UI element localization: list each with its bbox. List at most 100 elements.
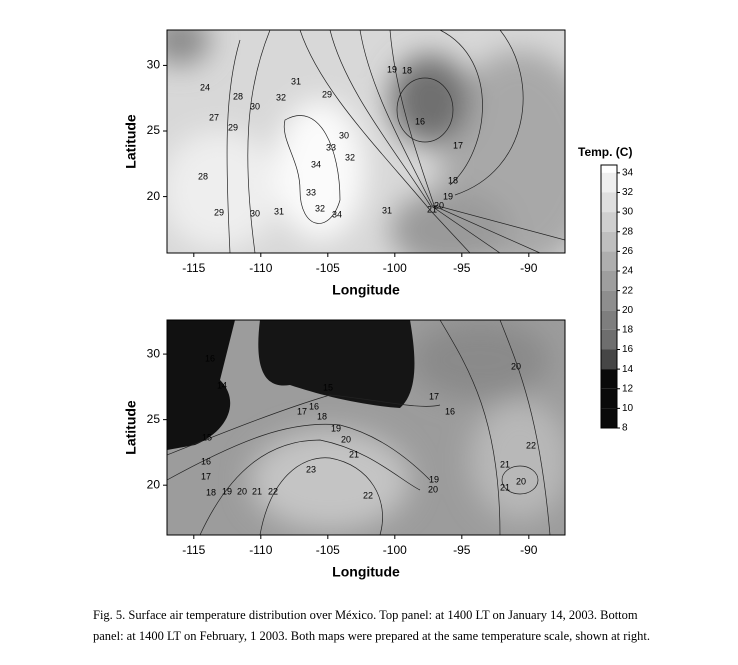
colorbar-band bbox=[601, 251, 617, 271]
y-tick-label: 30 bbox=[147, 346, 161, 360]
x-tick-label: -105 bbox=[316, 543, 340, 557]
x-tick-label: -100 bbox=[383, 543, 407, 557]
contour-label: 16 bbox=[201, 456, 211, 466]
bottom-map-frame bbox=[166, 319, 566, 536]
colorbar-tick-label: 26 bbox=[622, 246, 634, 257]
contour-label: 29 bbox=[214, 207, 224, 217]
contour-label: 22 bbox=[268, 486, 278, 496]
contour-label: 18 bbox=[317, 411, 327, 421]
y-tick-label: 25 bbox=[147, 412, 161, 426]
contour-label: 19 bbox=[222, 486, 232, 496]
x-tick-label: -115 bbox=[182, 543, 205, 557]
contour-label: 19 bbox=[443, 191, 453, 201]
colorbar-tick-label: 18 bbox=[622, 325, 634, 336]
contour-label: 18 bbox=[448, 175, 458, 185]
contour-label: 32 bbox=[276, 92, 286, 102]
caption-line: panel: at 1400 LT on February, 1 2003. B… bbox=[93, 629, 650, 643]
contour-label: 14 bbox=[217, 380, 227, 390]
contour-label: 21 bbox=[349, 449, 359, 459]
colorbar-tick-label: 16 bbox=[622, 344, 634, 355]
contour-label: 19 bbox=[331, 423, 341, 433]
colorbar-band bbox=[601, 388, 617, 409]
colorbar-tick-label: 28 bbox=[622, 226, 634, 237]
colorbar-band bbox=[601, 349, 617, 370]
colorbar-tick-label: 22 bbox=[622, 285, 634, 296]
contour-label: 19 bbox=[387, 64, 397, 74]
contour-label: 16 bbox=[415, 116, 425, 126]
contour-label: 17 bbox=[453, 140, 463, 150]
contour-label: 31 bbox=[274, 206, 284, 216]
contour-label: 32 bbox=[345, 152, 355, 162]
contour-label: 16 bbox=[205, 353, 215, 363]
contour-label: 30 bbox=[250, 101, 260, 111]
contour-label: 31 bbox=[291, 76, 301, 86]
y-axis-label: Latitude bbox=[123, 114, 139, 169]
bottom-map-field bbox=[167, 320, 565, 535]
contour-label: 21 bbox=[500, 459, 510, 469]
top-map-frame bbox=[166, 29, 566, 254]
y-axis-label: Latitude bbox=[123, 400, 139, 455]
y-tick-label: 30 bbox=[147, 58, 161, 72]
colorbar-band bbox=[601, 310, 617, 330]
contour-label: 20 bbox=[341, 434, 351, 444]
x-tick-label: -110 bbox=[249, 261, 272, 275]
contour-label: 32 bbox=[315, 203, 325, 213]
colorbar-tick-label: 14 bbox=[622, 364, 634, 375]
contour-label: 18 bbox=[402, 65, 412, 75]
contour-label: 17 bbox=[297, 406, 307, 416]
contour-label: 15 bbox=[323, 382, 333, 392]
colorbar-band bbox=[601, 192, 617, 213]
contour-label: 28 bbox=[233, 91, 243, 101]
contour-label: 33 bbox=[326, 142, 336, 152]
x-tick-label: -90 bbox=[520, 543, 538, 557]
caption-line: Fig. 5. Surface air temperature distribu… bbox=[93, 608, 638, 622]
x-axis-label: Longitude bbox=[332, 282, 400, 298]
contour-label: 20 bbox=[237, 486, 247, 496]
y-tick-label: 25 bbox=[147, 123, 161, 137]
contour-label: 34 bbox=[332, 209, 342, 219]
contour-label: 21 bbox=[427, 204, 437, 214]
colorbar-band bbox=[601, 212, 617, 232]
contour-label: 21 bbox=[252, 486, 262, 496]
contour-label: 17 bbox=[201, 471, 211, 481]
x-tick-label: -95 bbox=[453, 261, 471, 275]
contour-label: 33 bbox=[306, 187, 316, 197]
colorbar-band bbox=[601, 329, 617, 350]
x-tick-label: -115 bbox=[182, 261, 205, 275]
colorbar-band bbox=[601, 290, 617, 311]
colorbar-tick-label: 12 bbox=[622, 383, 634, 394]
contour-label: 27 bbox=[209, 112, 219, 122]
x-tick-label: -90 bbox=[520, 261, 538, 275]
colorbar-tick-label: 30 bbox=[622, 207, 634, 218]
contour-label: 29 bbox=[322, 89, 332, 99]
colorbar-title: Temp. (C) bbox=[578, 145, 632, 159]
contour-label: 19 bbox=[429, 474, 439, 484]
x-tick-label: -110 bbox=[249, 543, 272, 557]
contour-label: 15 bbox=[202, 432, 212, 442]
contour-label: 24 bbox=[200, 82, 210, 92]
colorbar-band bbox=[601, 165, 617, 173]
colorbar-tick-label: 10 bbox=[622, 403, 634, 414]
contour-label: 17 bbox=[429, 391, 439, 401]
contour-label: 34 bbox=[311, 159, 321, 169]
colorbar-frame bbox=[600, 164, 618, 429]
contour-label: 31 bbox=[382, 205, 392, 215]
contour-label: 28 bbox=[198, 171, 208, 181]
contour-label: 20 bbox=[434, 200, 444, 210]
contour-label: 23 bbox=[306, 464, 316, 474]
contour-label: 16 bbox=[309, 401, 319, 411]
colorbar-tick-label: 34 bbox=[622, 167, 634, 178]
top-map-field bbox=[167, 30, 565, 253]
contour-label: 20 bbox=[516, 476, 526, 486]
colorbar-tick-label: 20 bbox=[622, 305, 634, 316]
contour-label: 22 bbox=[363, 490, 373, 500]
contour-label: 30 bbox=[339, 130, 349, 140]
y-tick-label: 20 bbox=[147, 189, 161, 203]
colorbar-band bbox=[601, 231, 617, 252]
colorbar-band bbox=[601, 369, 617, 389]
colorbar-tick-label: 24 bbox=[622, 266, 634, 277]
contour-label: 16 bbox=[445, 406, 455, 416]
colorbar-tick-label: 32 bbox=[622, 187, 634, 198]
colorbar-band bbox=[601, 172, 617, 193]
